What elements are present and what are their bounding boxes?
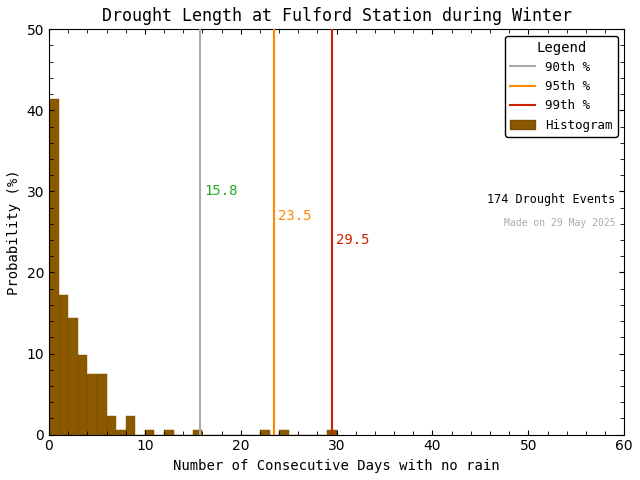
Bar	[49, 99, 59, 434]
Bar	[68, 318, 77, 434]
Bar	[260, 430, 269, 434]
Text: 174 Drought Events: 174 Drought Events	[488, 193, 616, 206]
Bar	[145, 430, 154, 434]
Bar	[125, 416, 135, 434]
Y-axis label: Probability (%): Probability (%)	[7, 169, 21, 295]
X-axis label: Number of Consecutive Days with no rain: Number of Consecutive Days with no rain	[173, 459, 500, 473]
Bar	[116, 430, 125, 434]
Bar	[193, 430, 202, 434]
Bar	[97, 374, 106, 434]
Bar	[77, 355, 87, 434]
Bar	[279, 430, 289, 434]
Bar	[87, 374, 97, 434]
Text: Made on 29 May 2025: Made on 29 May 2025	[504, 218, 616, 228]
Bar	[106, 416, 116, 434]
Bar	[164, 430, 173, 434]
Text: 15.8: 15.8	[204, 184, 238, 198]
Legend: 90th %, 95th %, 99th %, Histogram: 90th %, 95th %, 99th %, Histogram	[506, 36, 618, 136]
Text: 29.5: 29.5	[335, 233, 369, 247]
Text: 23.5: 23.5	[278, 209, 312, 223]
Bar	[327, 430, 337, 434]
Title: Drought Length at Fulford Station during Winter: Drought Length at Fulford Station during…	[102, 7, 572, 25]
Bar	[59, 295, 68, 434]
